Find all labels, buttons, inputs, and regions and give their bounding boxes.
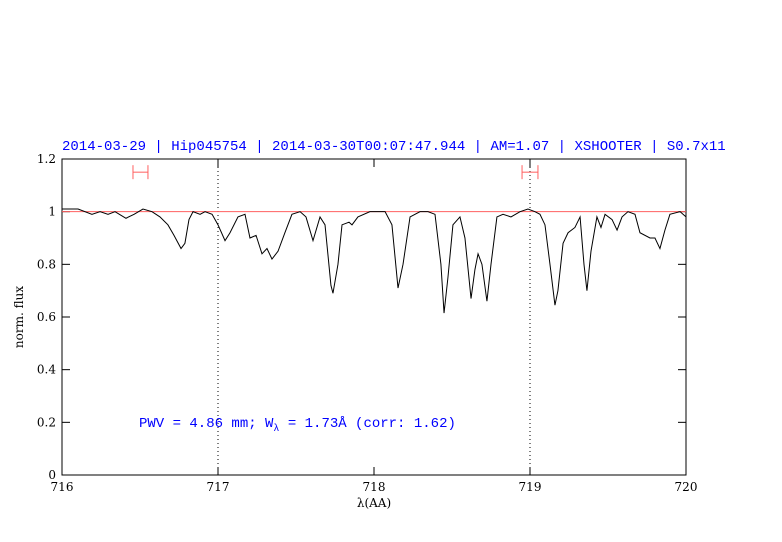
x-axis-label: λ(AA) [357,496,391,510]
x-tick-label: 720 [675,480,698,494]
y-tick-label: 0.4 [37,363,56,377]
x-tick-label: 718 [363,480,386,494]
y-axis-label: norm. flux [12,286,26,348]
y-tick-label: 1 [48,205,56,219]
y-tick-label: 0.2 [37,415,56,429]
chart-title: 2014-03-29 | Hip045754 | 2014-03-30T00:0… [62,139,726,155]
y-tick-label: 0.6 [37,310,56,324]
annotation-text: = 1.73Å (corr: 1.62) [279,415,455,432]
annotation: PWV = 4.86 mm; Wλ = 1.73Å (corr: 1.62) [139,415,456,435]
y-tick-label: 1.2 [37,152,56,166]
x-tick-label: 719 [519,480,542,494]
y-tick-label: 0.8 [37,257,56,271]
y-tick-label: 0 [48,468,56,482]
x-tick-label: 717 [207,480,230,494]
spectrum-line [62,208,687,314]
annotation-text: PWV = 4.86 mm; W [139,416,274,432]
annotation-subscript: λ [273,423,279,435]
x-tick-label: 716 [51,480,74,494]
